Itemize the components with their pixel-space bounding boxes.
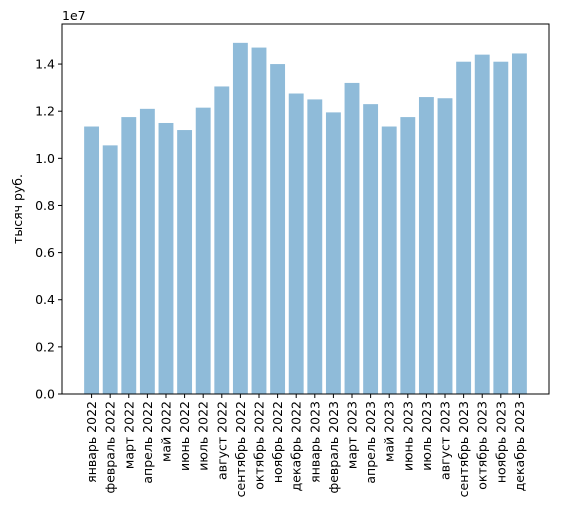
bar <box>418 97 434 394</box>
x-tick-label: сентябрь 2023 <box>456 401 471 497</box>
y-tick-label: 0.0 <box>35 387 55 402</box>
plot-frame <box>61 23 550 395</box>
x-tick-label: февраль 2022 <box>103 401 118 493</box>
bar <box>474 54 490 394</box>
x-axis: январь 2022 февраль 2022 март 2022 апрель 2… <box>84 394 527 497</box>
x-tick-label: январь 2023 <box>307 401 322 483</box>
bar <box>158 122 174 394</box>
y-axis: 0.0 0.2 0.4 0.6 0.8 1.0 1.2 1.4 <box>35 57 62 402</box>
bar <box>177 130 193 395</box>
x-tick-label: сентябрь 2022 <box>233 401 248 497</box>
y-tick-label: 0.2 <box>35 339 55 354</box>
y-tick-label: 0.6 <box>35 245 55 260</box>
x-tick-label: ноябрь 2023 <box>493 401 508 483</box>
x-tick-label: июль 2022 <box>196 401 211 471</box>
x-tick-label: май 2022 <box>158 401 173 462</box>
bar <box>232 42 248 394</box>
bar <box>121 117 137 394</box>
y-tick-label: 1.4 <box>35 57 55 72</box>
bar <box>270 64 286 394</box>
bar <box>195 107 211 394</box>
x-tick-label: март 2023 <box>345 401 360 469</box>
bar <box>400 117 416 394</box>
x-tick-label: май 2023 <box>382 401 397 462</box>
bar <box>288 93 304 395</box>
x-tick-label: июнь 2023 <box>400 401 415 471</box>
x-tick-label: октябрь 2022 <box>252 401 267 490</box>
bar <box>381 126 397 395</box>
bar <box>84 126 100 395</box>
x-tick-label: декабрь 2023 <box>512 401 527 491</box>
y-tick-label: 1.0 <box>35 151 55 166</box>
bar <box>307 99 323 394</box>
bar <box>325 112 341 394</box>
x-tick-label: апрель 2023 <box>363 401 378 484</box>
x-tick-label: октябрь 2023 <box>475 401 490 490</box>
bar <box>214 86 230 394</box>
bar <box>456 61 472 395</box>
x-tick-label: апрель 2022 <box>140 401 155 484</box>
x-tick-label: декабрь 2022 <box>289 401 304 491</box>
bar <box>251 47 267 394</box>
y-axis-offset-label: 1e7 <box>62 8 86 23</box>
bar <box>102 145 118 394</box>
x-tick-label: июнь 2022 <box>177 401 192 471</box>
x-tick-label: август 2022 <box>214 401 229 480</box>
x-tick-label: январь 2022 <box>84 401 99 483</box>
y-tick-label: 0.8 <box>35 198 55 213</box>
x-tick-label: июль 2023 <box>419 401 434 471</box>
x-tick-label: ноябрь 2022 <box>270 401 285 483</box>
y-tick-label: 0.4 <box>35 292 55 307</box>
bar <box>511 53 527 395</box>
x-tick-label: март 2022 <box>121 401 136 469</box>
bar <box>344 82 360 395</box>
y-axis-label: тысяч руб. <box>10 174 25 244</box>
bar <box>493 61 509 395</box>
bar <box>139 108 155 394</box>
bars-group <box>84 42 527 395</box>
bar <box>363 104 379 394</box>
x-tick-label: август 2023 <box>438 401 453 480</box>
x-tick-label: февраль 2023 <box>326 401 341 493</box>
bar <box>437 98 453 395</box>
y-tick-label: 1.2 <box>35 104 55 119</box>
